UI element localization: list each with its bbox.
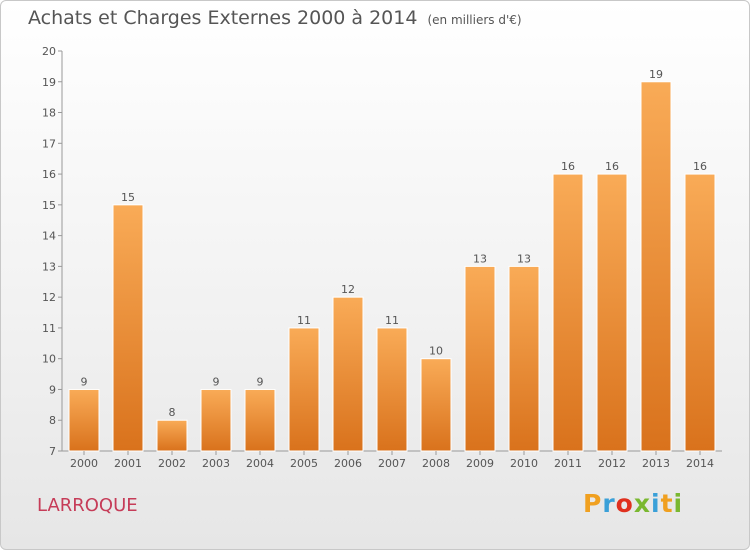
bar-value-label: 15 [121, 191, 135, 204]
bar [508, 265, 540, 452]
bar [200, 388, 232, 452]
x-tick-label: 2003 [202, 457, 230, 470]
logo-letter: i [673, 489, 684, 518]
bar-value-label: 13 [473, 252, 487, 265]
logo-letter: P [583, 489, 603, 518]
chart-title: Achats et Charges Externes 2000 à 2014 [28, 7, 418, 29]
y-tick-label: 12 [42, 291, 56, 304]
logo-letter: x [633, 489, 651, 518]
y-tick-label: 14 [42, 230, 56, 243]
logo-letter: t [660, 489, 674, 518]
bar [244, 388, 276, 452]
bar [332, 296, 364, 452]
chart-subtitle: (en milliers d'€) [427, 13, 522, 27]
x-tick-label: 2006 [334, 457, 362, 470]
bar-value-label: 13 [517, 252, 531, 265]
bar-value-label: 19 [649, 68, 663, 81]
y-tick-label: 7 [49, 445, 56, 458]
y-tick-label: 8 [49, 414, 56, 427]
x-tick-label: 2009 [466, 457, 494, 470]
bar-value-label: 16 [693, 160, 707, 173]
y-tick-label: 18 [42, 107, 56, 120]
chart-title-block: Achats et Charges Externes 2000 à 2014 (e… [28, 7, 522, 29]
bar-value-label: 11 [385, 314, 399, 327]
bar [112, 204, 144, 452]
x-tick-label: 2010 [510, 457, 538, 470]
y-tick-label: 15 [42, 199, 56, 212]
bar [376, 327, 408, 452]
y-tick-label: 9 [49, 383, 56, 396]
y-tick-label: 20 [42, 45, 56, 58]
y-tick-label: 13 [42, 260, 56, 273]
bar-value-label: 11 [297, 314, 311, 327]
x-tick-label: 2007 [378, 457, 406, 470]
y-tick-label: 19 [42, 76, 56, 89]
bar-value-label: 9 [81, 375, 88, 388]
x-tick-label: 2000 [70, 457, 98, 470]
x-tick-label: 2004 [246, 457, 274, 470]
bar [464, 265, 496, 452]
bar-value-label: 16 [561, 160, 575, 173]
bar [640, 81, 672, 452]
x-tick-label: 2014 [686, 457, 714, 470]
y-tick-label: 16 [42, 168, 56, 181]
y-tick-label: 10 [42, 353, 56, 366]
y-tick-label: 17 [42, 137, 56, 150]
bar-value-label: 10 [429, 345, 443, 358]
bar [420, 358, 452, 452]
x-tick-label: 2011 [554, 457, 582, 470]
bar-value-label: 12 [341, 283, 355, 296]
bar [68, 388, 100, 452]
x-tick-label: 2005 [290, 457, 318, 470]
bar [552, 173, 584, 452]
logo-letter: i [651, 489, 661, 518]
bar-value-label: 9 [257, 375, 264, 388]
logo-letter: r [602, 489, 616, 518]
x-tick-label: 2012 [598, 457, 626, 470]
x-tick-label: 2008 [422, 457, 450, 470]
bar [596, 173, 628, 452]
y-tick-label: 11 [42, 322, 56, 335]
x-tick-label: 2002 [158, 457, 186, 470]
bar-value-label: 16 [605, 160, 619, 173]
bar-value-label: 8 [169, 406, 176, 419]
bar-value-label: 9 [213, 375, 220, 388]
bar [156, 419, 188, 452]
x-tick-label: 2001 [114, 457, 142, 470]
bar [684, 173, 716, 452]
logo-letter: o [615, 489, 634, 518]
x-tick-label: 2013 [642, 457, 670, 470]
bar [288, 327, 320, 452]
proxiti-logo[interactable]: Proxiti [583, 489, 683, 518]
location-name: LARROQUE [37, 495, 138, 516]
